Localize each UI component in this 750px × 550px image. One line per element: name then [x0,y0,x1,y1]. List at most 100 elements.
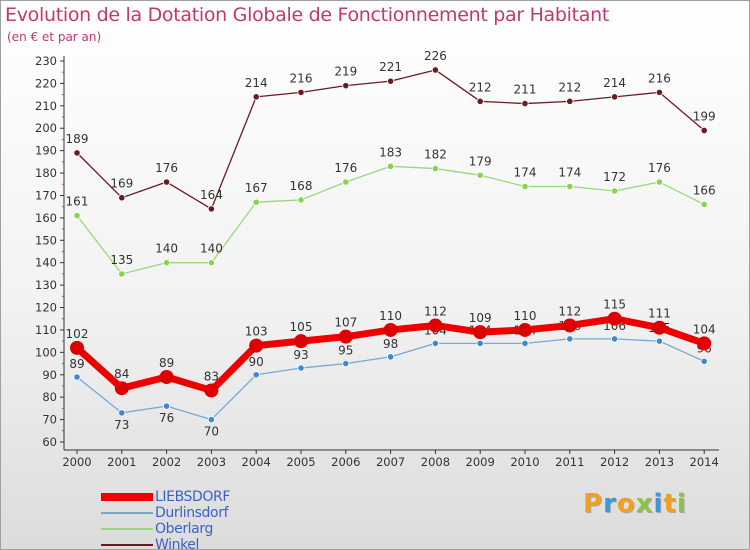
data-point [204,383,219,398]
data-point [342,82,350,90]
chart-title: Evolution de la Dotation Globale de Fonc… [5,4,610,26]
logo-letter: i [653,489,664,519]
data-label: 73 [114,418,129,432]
data-point [566,97,574,105]
x-tick-label: 2006 [331,455,360,469]
data-point [163,259,171,267]
y-tick-label: 120 [35,301,57,315]
data-point [431,66,439,74]
data-label: 110 [379,309,402,323]
legend-swatch [101,528,153,530]
data-point [473,325,488,340]
data-label: 212 [469,80,492,94]
data-label: 167 [245,181,268,195]
x-tick-label: 2009 [466,455,495,469]
y-tick-label: 130 [35,278,57,292]
legend-label: LIEBSDORF [155,489,230,505]
y-tick-label: 190 [35,144,57,158]
data-point [697,336,712,351]
y-tick-label: 60 [42,435,57,449]
data-point [428,318,443,333]
data-label: 140 [155,242,178,256]
legend-item: LIEBSDORF [101,489,230,505]
y-tick-label: 170 [35,188,57,202]
data-point [73,373,81,381]
data-point [476,171,484,179]
legend-item: Durlinsdorf [101,505,230,521]
data-point [655,178,664,186]
x-tick-label: 2014 [690,455,719,469]
data-label: 169 [110,177,133,191]
logo-letter: o [616,489,636,519]
logo-letter: r [603,489,617,519]
data-label: 110 [514,309,537,323]
series-line [76,69,705,210]
data-label: 98 [383,337,398,351]
data-point [700,200,708,209]
data-point [118,194,126,202]
data-label: 182 [424,148,447,162]
data-label: 176 [648,161,671,175]
data-label: 70 [204,425,219,439]
data-point [610,335,619,343]
x-tick-label: 2000 [62,455,91,469]
data-point [114,381,129,396]
data-point [476,339,484,347]
legend-swatch [101,544,153,546]
x-tick-label: 2010 [510,455,539,469]
x-tick-label: 2007 [376,455,405,469]
data-label: 174 [558,166,581,180]
data-point [700,357,708,365]
data-label: 179 [469,154,492,168]
legend-label: Oberlarg [155,521,213,537]
data-label: 216 [290,71,313,85]
data-point [207,259,215,267]
data-label: 135 [110,253,133,267]
data-point [297,196,305,204]
data-label: 93 [293,348,308,362]
x-tick-label: 2008 [421,455,450,469]
data-label: 212 [558,80,581,94]
y-tick-label: 220 [35,76,57,90]
data-point [73,212,81,220]
data-point [521,182,529,191]
data-label: 105 [290,320,313,334]
data-label: 103 [245,325,268,339]
data-label: 221 [379,60,402,74]
data-label: 161 [66,195,89,209]
data-label: 109 [469,311,492,325]
data-label: 183 [379,145,402,159]
x-tick-label: 2004 [242,455,271,469]
data-point [159,370,174,385]
proxiti-logo: Proxiti [583,489,687,519]
data-label: 83 [204,369,219,383]
data-label: 102 [66,327,89,341]
data-point [342,178,350,186]
data-point [118,409,126,417]
data-point [431,339,439,347]
data-point [249,338,264,353]
series-winkel: 189 169 176 164 214 216 219 221 226 212 211 212 214 2… [66,49,716,213]
legend-label: Winkel [155,537,200,550]
data-label: 176 [334,161,357,175]
data-label: 211 [514,83,537,97]
x-tick-label: 2012 [600,455,629,469]
legend-item: Winkel [101,537,230,550]
chart-subtitle: (en € et par an) [7,30,102,44]
data-point [610,187,619,195]
y-tick-label: 160 [35,211,57,225]
data-point [655,88,664,96]
data-point [518,322,532,337]
data-point [207,415,215,424]
data-label: 226 [424,49,447,63]
data-point [521,339,529,347]
data-point [297,364,305,372]
y-tick-label: 230 [35,54,57,68]
y-tick-label: 100 [35,345,57,359]
y-tick-label: 210 [35,99,57,113]
y-tick-label: 140 [35,256,57,270]
data-label: 89 [69,357,84,371]
data-label: 164 [200,188,223,202]
x-tick-label: 2003 [197,455,226,469]
